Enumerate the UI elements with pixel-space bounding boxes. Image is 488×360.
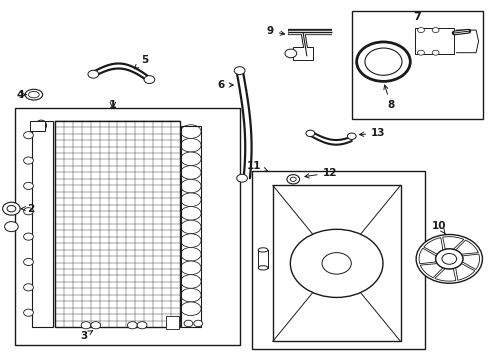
Circle shape — [137, 321, 147, 329]
Circle shape — [234, 67, 244, 75]
Circle shape — [290, 177, 296, 181]
Ellipse shape — [28, 91, 39, 98]
Polygon shape — [455, 264, 474, 280]
Polygon shape — [461, 254, 479, 270]
Circle shape — [435, 249, 462, 269]
Circle shape — [417, 28, 424, 33]
Text: 5: 5 — [134, 55, 148, 69]
Circle shape — [346, 133, 355, 139]
Circle shape — [23, 258, 33, 266]
Circle shape — [431, 28, 438, 33]
Circle shape — [127, 321, 137, 329]
Ellipse shape — [180, 247, 201, 261]
Circle shape — [23, 309, 33, 316]
Circle shape — [193, 320, 202, 327]
Polygon shape — [418, 248, 435, 264]
Bar — [181, 126, 200, 327]
Ellipse shape — [180, 138, 201, 152]
Text: 9: 9 — [266, 26, 284, 36]
Text: 6: 6 — [217, 80, 233, 90]
Circle shape — [236, 174, 247, 182]
Circle shape — [23, 132, 33, 139]
Ellipse shape — [258, 266, 267, 270]
Circle shape — [441, 253, 456, 264]
Text: 7: 7 — [413, 12, 421, 22]
Bar — [251, 171, 424, 348]
Ellipse shape — [36, 120, 46, 131]
Text: 2: 2 — [21, 204, 35, 214]
Circle shape — [144, 76, 155, 84]
Bar — [351, 12, 483, 119]
Ellipse shape — [180, 234, 201, 247]
Polygon shape — [455, 240, 477, 254]
Circle shape — [285, 49, 296, 58]
Circle shape — [417, 50, 424, 55]
Polygon shape — [423, 238, 442, 254]
Ellipse shape — [25, 89, 42, 100]
Ellipse shape — [258, 248, 267, 252]
Circle shape — [364, 48, 401, 75]
Circle shape — [23, 284, 33, 291]
Ellipse shape — [180, 220, 201, 234]
Polygon shape — [419, 264, 442, 278]
Text: 11: 11 — [246, 161, 267, 171]
Circle shape — [322, 253, 350, 274]
Bar — [166, 316, 178, 329]
Text: 13: 13 — [359, 129, 385, 138]
Ellipse shape — [180, 288, 201, 302]
Text: 1: 1 — [109, 100, 117, 110]
Bar — [293, 47, 312, 60]
Circle shape — [415, 234, 482, 283]
Circle shape — [286, 175, 299, 184]
Bar — [55, 121, 179, 327]
Text: 8: 8 — [383, 85, 394, 110]
Ellipse shape — [180, 193, 201, 207]
Text: 12: 12 — [304, 168, 336, 178]
Circle shape — [23, 182, 33, 189]
Polygon shape — [434, 269, 455, 281]
Ellipse shape — [180, 152, 201, 166]
Text: 3: 3 — [80, 331, 92, 341]
Ellipse shape — [180, 125, 201, 138]
Circle shape — [356, 42, 409, 81]
Circle shape — [23, 157, 33, 164]
Circle shape — [305, 130, 314, 136]
Bar — [15, 108, 239, 345]
Circle shape — [290, 229, 382, 297]
Circle shape — [431, 50, 438, 55]
Ellipse shape — [180, 275, 201, 288]
Ellipse shape — [180, 179, 201, 193]
Circle shape — [81, 321, 91, 329]
Ellipse shape — [180, 261, 201, 275]
Ellipse shape — [180, 207, 201, 220]
FancyBboxPatch shape — [30, 121, 44, 131]
Circle shape — [91, 321, 101, 329]
Ellipse shape — [180, 302, 201, 316]
Bar — [32, 121, 53, 327]
Polygon shape — [272, 185, 400, 341]
Text: 4: 4 — [16, 90, 24, 100]
Text: 10: 10 — [431, 221, 446, 234]
Circle shape — [183, 320, 192, 327]
Circle shape — [88, 70, 99, 78]
Ellipse shape — [180, 166, 201, 179]
Circle shape — [23, 208, 33, 215]
Circle shape — [7, 206, 16, 212]
Bar — [414, 28, 453, 54]
Bar — [258, 250, 267, 268]
Circle shape — [23, 233, 33, 240]
Polygon shape — [442, 237, 463, 249]
Circle shape — [4, 222, 18, 231]
Circle shape — [2, 202, 20, 215]
Circle shape — [171, 320, 180, 327]
